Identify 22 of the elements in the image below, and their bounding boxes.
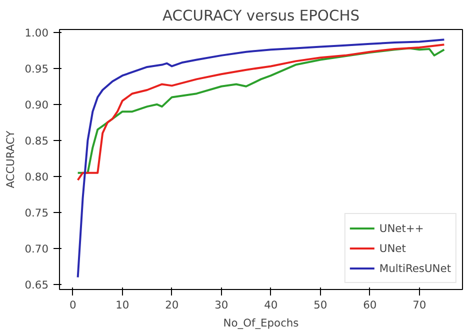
x-tick-label: 40 (264, 298, 278, 312)
legend-label: UNet++ (379, 222, 424, 234)
y-tick-label: 0.75 (24, 206, 49, 220)
y-tick-label: 0.95 (24, 62, 49, 76)
x-tick-label: 70 (412, 298, 426, 312)
y-tick-label: 1.00 (24, 26, 49, 40)
y-tick-label: 0.65 (24, 278, 49, 292)
y-tick-label: 0.90 (24, 98, 49, 112)
legend-label: MultiResUNet (379, 262, 451, 274)
x-tick-label: 60 (363, 298, 377, 312)
x-tick-label: 10 (116, 298, 130, 312)
y-tick-label: 0.70 (24, 242, 49, 256)
y-tick-label: 0.80 (24, 170, 49, 184)
x-axis-title: No_Of_Epochs (223, 316, 300, 330)
y-axis-title: ACCURACY (4, 130, 17, 188)
legend-label: UNet (379, 242, 406, 254)
y-tick-label: 0.85 (24, 134, 49, 148)
x-tick-label: 30 (214, 298, 228, 312)
x-tick-label: 50 (314, 298, 328, 312)
chart-title: ACCURACY versus EPOCHS (162, 8, 360, 24)
x-tick-label: 0 (69, 298, 76, 312)
x-tick-label: 20 (165, 298, 179, 312)
